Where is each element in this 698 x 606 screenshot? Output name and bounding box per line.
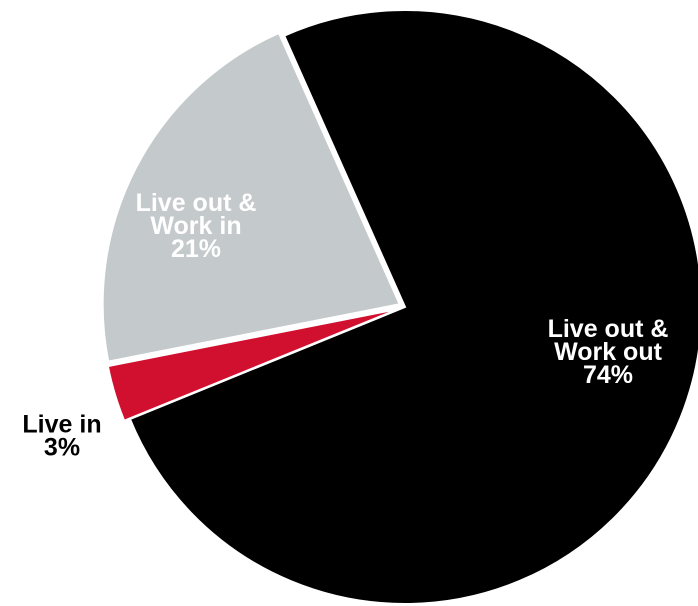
slice-value-live-out-work-in: 21% xyxy=(171,235,221,263)
slice-value-live-out-work-out: 74% xyxy=(583,361,633,389)
slice-label-live-out-work-out: Live out & Work out 74% xyxy=(548,315,669,389)
pie-slice-live-out-work-in xyxy=(101,31,402,363)
slice-name-line-live-out-work-out: Live out & xyxy=(548,315,669,343)
slice-name-line-live-out-work-out: Work out xyxy=(554,338,663,366)
slice-name-line-live-out-work-in: Live out & xyxy=(136,189,257,217)
pie-slice-live-out-work-out xyxy=(128,9,698,605)
slice-name-line-live-out-work-in: Work in xyxy=(150,212,241,240)
slice-name-line-live-in: Live in xyxy=(22,411,101,439)
slice-label-live-in: Live in 3% xyxy=(22,411,101,462)
pie-slice-live-in xyxy=(106,307,400,423)
slice-value-live-in: 3% xyxy=(44,434,80,462)
slice-label-live-out-work-in: Live out & Work in 21% xyxy=(136,189,257,263)
